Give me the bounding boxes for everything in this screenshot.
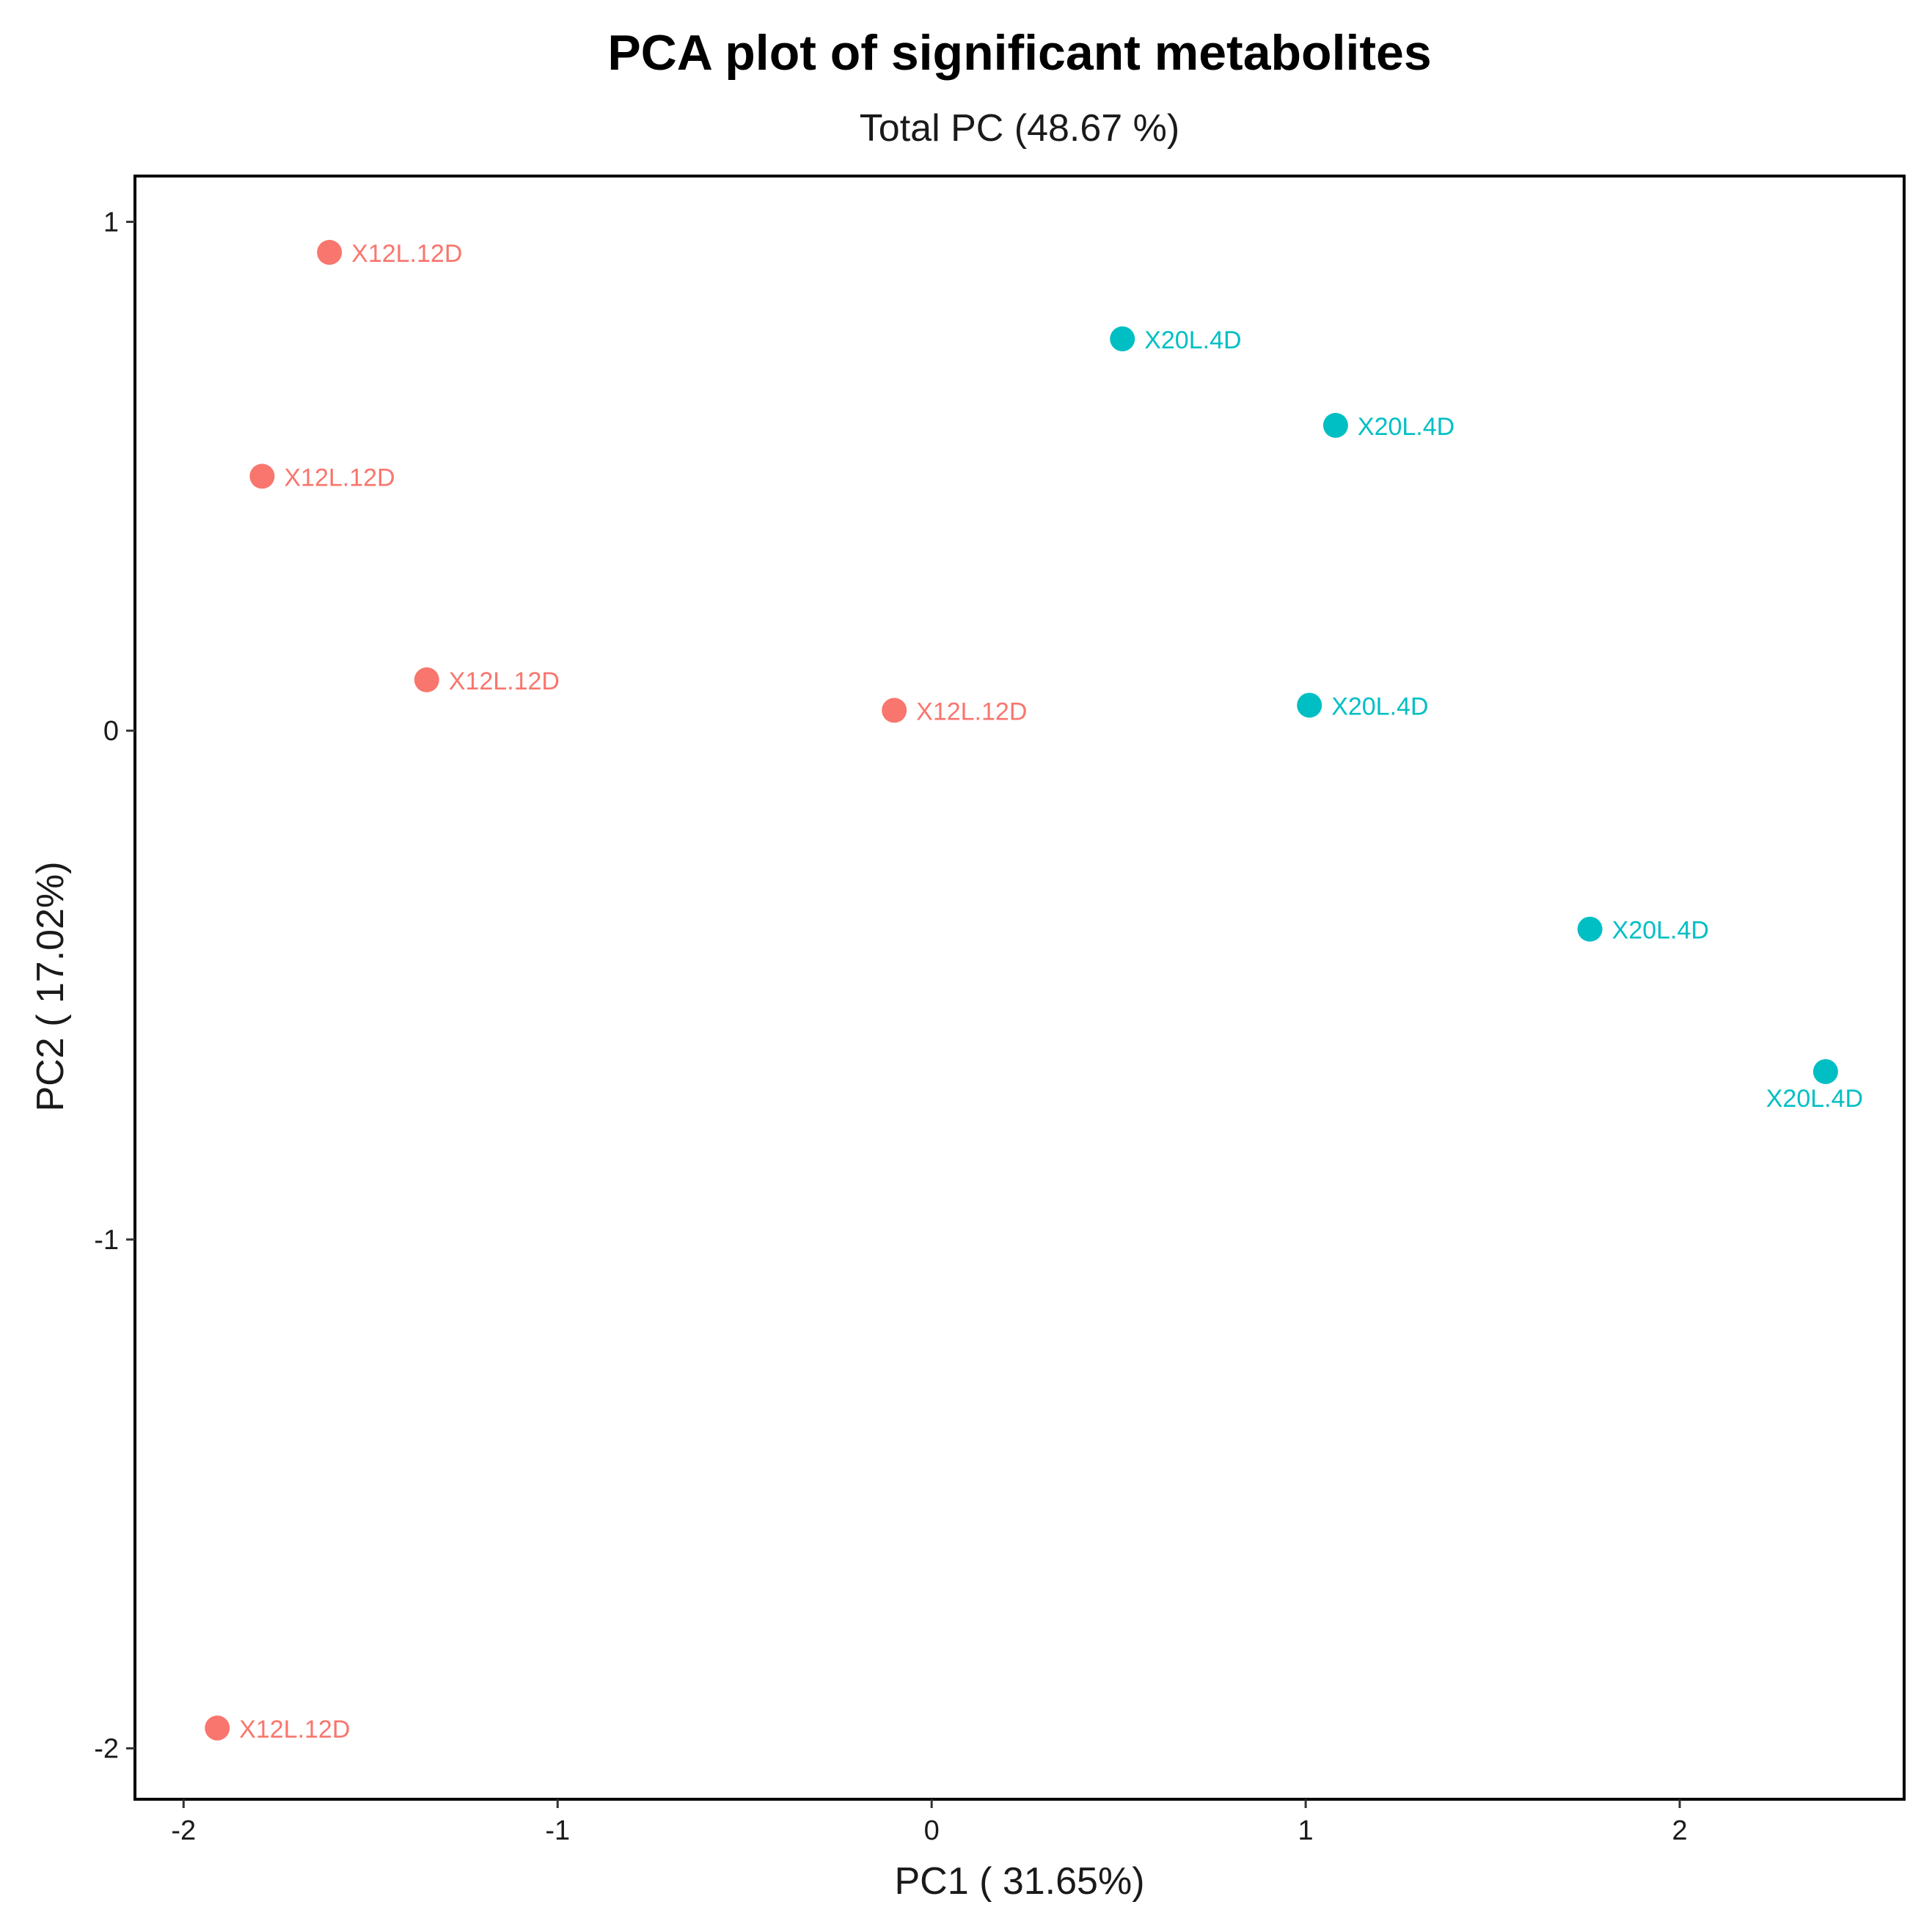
chart-title: PCA plot of significant metabolites <box>607 25 1431 81</box>
data-points: X12L.12D X12L.12D X12L.12D X12L.12D X12L.12D… <box>205 240 1863 1743</box>
data-point <box>317 240 343 266</box>
x-tick-label: -2 <box>171 1815 196 1846</box>
point-label: X20L.4D <box>1358 413 1455 441</box>
y-tick-label: -1 <box>94 1225 119 1256</box>
x-tick-label: 0 <box>924 1815 940 1846</box>
x-tick-label: -1 <box>545 1815 570 1846</box>
x-tick-label: 1 <box>1298 1815 1314 1846</box>
point-label: X12L.12D <box>284 464 395 491</box>
point-label: X20L.4D <box>1144 326 1241 354</box>
point-label: X12L.12D <box>351 240 462 268</box>
data-point <box>249 464 275 489</box>
point-label: X20L.4D <box>1612 917 1709 945</box>
data-point <box>1577 916 1603 942</box>
data-point <box>1110 326 1135 351</box>
plot-panel <box>133 175 1906 1801</box>
y-tick-label: -2 <box>94 1734 119 1765</box>
data-point <box>1322 412 1348 438</box>
data-point <box>882 698 907 723</box>
data-point <box>414 667 439 692</box>
x-tick-label: 2 <box>1672 1815 1687 1846</box>
y-tick-label: 1 <box>103 207 119 238</box>
data-point <box>1812 1058 1838 1084</box>
point-label: X12L.12D <box>239 1716 350 1743</box>
point-label: X20L.4D <box>1766 1085 1863 1113</box>
x-axis-label: PC1 ( 31.65%) <box>894 1860 1144 1903</box>
y-axis-ticks: 1 0 -1 -2 <box>94 207 135 1765</box>
y-axis-label: PC2 ( 17.02%) <box>29 861 72 1111</box>
y-tick-label: 0 <box>103 716 119 747</box>
point-label: X20L.4D <box>1331 692 1428 720</box>
data-point <box>205 1715 230 1741</box>
point-label: X12L.12D <box>916 698 1027 725</box>
data-point <box>1297 692 1322 718</box>
chart-subtitle: Total PC (48.67 %) <box>860 107 1179 150</box>
x-axis-ticks: -2 -1 0 1 2 <box>171 1799 1688 1846</box>
point-label: X12L.12D <box>449 667 560 695</box>
